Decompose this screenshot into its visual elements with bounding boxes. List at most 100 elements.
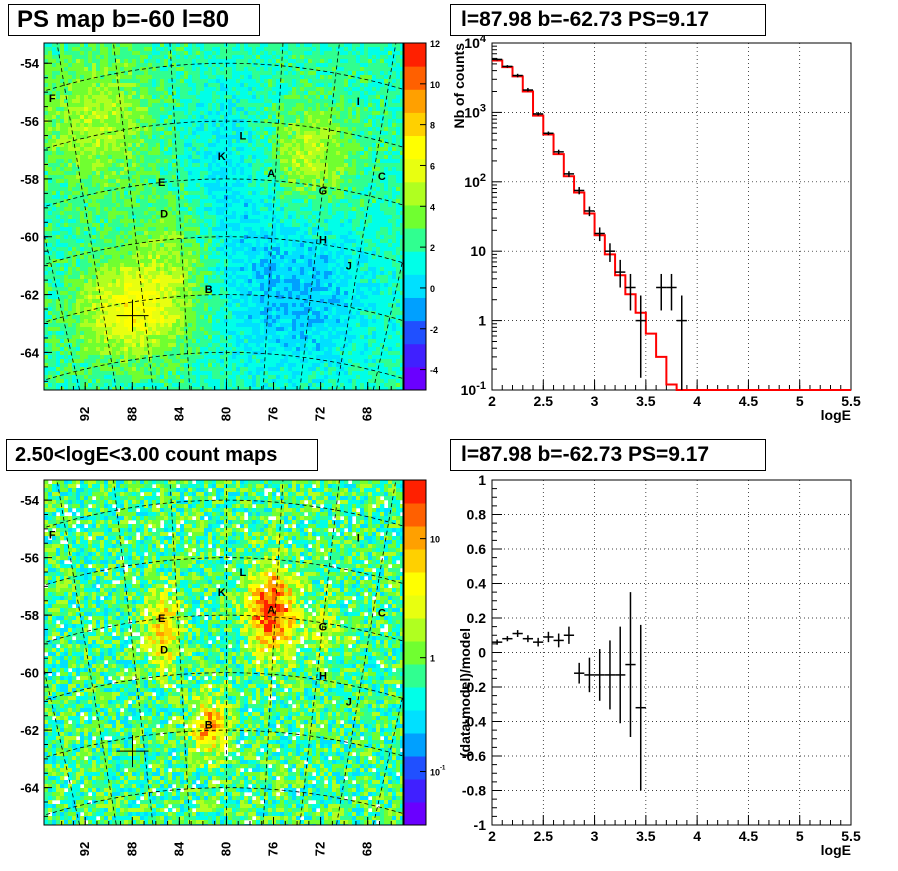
map-cell — [172, 179, 177, 184]
map-cell — [152, 83, 157, 88]
map-cell — [288, 159, 293, 164]
map-cell — [212, 151, 217, 156]
map-cell — [192, 151, 197, 156]
map-cell — [168, 99, 173, 104]
map-cell — [300, 75, 305, 80]
map-cell — [148, 171, 153, 176]
map-cell — [328, 239, 333, 244]
map-cell — [104, 191, 109, 196]
map-cell — [352, 219, 357, 224]
map-cell — [64, 179, 69, 184]
map-cell — [236, 171, 241, 176]
map-cell — [124, 183, 129, 188]
map-cell — [96, 107, 101, 112]
map-cell — [360, 55, 365, 60]
map-cell — [268, 171, 273, 176]
map-cell — [272, 179, 277, 184]
map-cell — [260, 51, 265, 56]
map-cell — [372, 151, 377, 156]
map-cell — [332, 103, 337, 108]
map-cell — [320, 211, 325, 216]
map-cell — [252, 75, 257, 80]
map-cell — [352, 115, 357, 120]
map-cell — [52, 147, 57, 152]
map-cell — [260, 179, 265, 184]
map-cell — [172, 115, 177, 120]
map-cell — [192, 255, 197, 260]
map-cell — [288, 83, 293, 88]
map-cell — [200, 211, 205, 216]
map-cell — [220, 111, 225, 116]
map-cell — [104, 187, 109, 192]
map-cell — [324, 115, 329, 120]
map-cell — [188, 243, 193, 248]
map-cell — [232, 231, 237, 236]
map-cell — [368, 179, 373, 184]
map-cell — [400, 79, 403, 84]
map-cell — [180, 75, 185, 80]
map-cell — [88, 59, 93, 64]
map-cell — [240, 203, 245, 208]
map-cell — [348, 131, 353, 136]
map-cell — [244, 251, 249, 256]
map-cell — [264, 91, 269, 96]
map-cell — [116, 51, 121, 56]
map-cell — [212, 115, 217, 120]
map-cell — [240, 63, 245, 68]
map-cell — [76, 223, 81, 228]
map-cell — [52, 211, 57, 216]
map-cell — [348, 143, 353, 148]
map-cell — [328, 127, 333, 132]
map-cell — [204, 259, 209, 264]
map-cell — [112, 235, 117, 240]
map-cell — [212, 107, 217, 112]
map-cell — [368, 103, 373, 108]
map-cell — [140, 263, 145, 268]
map-cell — [164, 131, 169, 136]
map-cell — [144, 143, 149, 148]
map-cell — [304, 67, 309, 72]
map-cell — [224, 159, 229, 164]
map-cell — [236, 155, 241, 160]
map-cell — [300, 163, 305, 168]
map-cell — [268, 151, 273, 156]
map-cell — [272, 87, 277, 92]
map-cell — [112, 67, 117, 72]
map-cell — [184, 175, 189, 180]
map-cell — [60, 239, 65, 244]
map-cell — [344, 151, 349, 156]
map-cell — [332, 195, 337, 200]
map-cell — [64, 203, 69, 208]
map-cell — [148, 123, 153, 128]
map-cell — [64, 99, 69, 104]
map-cell — [216, 215, 221, 220]
map-cell — [200, 71, 205, 76]
map-cell — [156, 171, 161, 176]
map-cell — [92, 135, 97, 140]
map-cell — [348, 155, 353, 160]
map-cell — [104, 151, 109, 156]
map-cell — [60, 147, 65, 152]
map-cell — [204, 171, 209, 176]
map-cell — [168, 71, 173, 76]
map-cell — [72, 67, 77, 72]
map-cell — [212, 211, 217, 216]
map-cell — [288, 179, 293, 184]
map-cell — [268, 59, 273, 64]
map-cell — [380, 75, 385, 80]
map-cell — [280, 79, 285, 84]
map-cell — [48, 123, 53, 128]
map-cell — [324, 107, 329, 112]
map-cell — [376, 99, 381, 104]
map-cell — [176, 195, 181, 200]
map-cell — [52, 127, 57, 132]
map-cell — [316, 135, 321, 140]
map-cell — [128, 111, 133, 116]
map-cell — [120, 83, 125, 88]
map-cell — [296, 231, 301, 236]
map-cell — [392, 191, 397, 196]
map-cell — [332, 115, 337, 120]
map-cell — [140, 111, 145, 116]
map-cell — [180, 191, 185, 196]
map-cell — [240, 75, 245, 80]
